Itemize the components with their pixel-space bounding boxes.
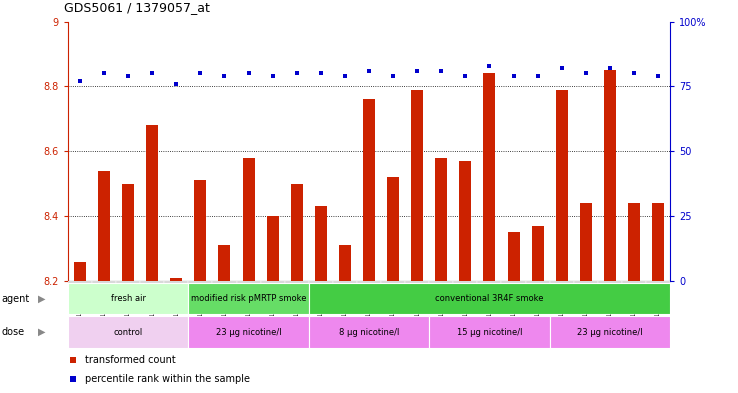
Bar <box>92 281 116 283</box>
Point <box>652 73 664 79</box>
Bar <box>459 161 472 281</box>
Text: 8 μg nicotine/l: 8 μg nicotine/l <box>339 328 399 336</box>
Bar <box>357 281 381 283</box>
Bar <box>483 73 495 281</box>
Point <box>556 65 568 72</box>
Bar <box>550 281 573 283</box>
Point <box>74 78 86 84</box>
Bar <box>477 281 502 283</box>
Point <box>411 68 423 74</box>
Bar <box>285 281 308 283</box>
Point <box>363 68 375 74</box>
Bar <box>291 184 303 281</box>
Bar <box>218 245 230 281</box>
Point <box>531 73 543 79</box>
Bar <box>411 90 423 281</box>
Text: transformed count: transformed count <box>85 354 176 365</box>
Bar <box>387 177 399 281</box>
Bar <box>170 278 182 281</box>
Bar <box>502 281 525 283</box>
Bar <box>531 226 544 281</box>
Text: 15 μg nicotine/l: 15 μg nicotine/l <box>457 328 523 336</box>
Bar <box>116 281 140 283</box>
Bar <box>525 281 550 283</box>
Point <box>315 70 327 77</box>
Point <box>339 73 351 79</box>
Bar <box>122 184 134 281</box>
Bar <box>188 283 308 314</box>
Point <box>435 68 447 74</box>
Bar <box>453 281 477 283</box>
Point <box>580 70 592 77</box>
Point <box>195 70 207 77</box>
Text: GDS5061 / 1379057_at: GDS5061 / 1379057_at <box>64 1 210 14</box>
Bar <box>333 281 357 283</box>
Bar <box>652 203 664 281</box>
Bar <box>339 245 351 281</box>
Bar <box>68 281 92 283</box>
Bar <box>194 180 207 281</box>
Bar <box>435 158 447 281</box>
Point <box>98 70 110 77</box>
Point <box>291 70 303 77</box>
Bar <box>213 281 236 283</box>
Bar <box>266 216 279 281</box>
Point <box>170 81 182 87</box>
Point <box>387 73 399 79</box>
Bar <box>580 203 592 281</box>
Text: fresh air: fresh air <box>111 294 145 303</box>
Point <box>218 73 230 79</box>
Text: dose: dose <box>1 327 24 337</box>
Bar <box>165 281 188 283</box>
Point <box>460 73 472 79</box>
Point <box>604 65 615 72</box>
Bar <box>188 281 213 283</box>
Bar <box>604 70 616 281</box>
Bar <box>622 281 646 283</box>
Bar <box>74 261 86 281</box>
Point <box>123 73 134 79</box>
Bar <box>628 203 640 281</box>
Point <box>266 73 278 79</box>
Bar <box>308 281 333 283</box>
Point <box>146 70 158 77</box>
Bar <box>315 206 327 281</box>
Bar <box>140 281 165 283</box>
Bar <box>261 281 285 283</box>
Text: 23 μg nicotine/l: 23 μg nicotine/l <box>215 328 281 336</box>
Text: 23 μg nicotine/l: 23 μg nicotine/l <box>577 328 643 336</box>
Text: control: control <box>114 328 142 336</box>
Bar <box>430 281 453 283</box>
Bar <box>405 281 430 283</box>
Bar <box>236 281 261 283</box>
Text: ▶: ▶ <box>38 327 46 337</box>
Text: ▶: ▶ <box>38 294 46 304</box>
Bar <box>188 316 308 348</box>
Bar <box>308 316 430 348</box>
Bar <box>573 281 598 283</box>
Bar <box>381 281 405 283</box>
Bar <box>68 316 188 348</box>
Point <box>483 62 495 69</box>
Text: agent: agent <box>1 294 30 304</box>
Point <box>243 70 255 77</box>
Bar <box>308 283 670 314</box>
Bar <box>550 316 670 348</box>
Text: conventional 3R4F smoke: conventional 3R4F smoke <box>435 294 544 303</box>
Bar <box>508 232 520 281</box>
Point <box>628 70 640 77</box>
Bar <box>68 283 188 314</box>
Bar <box>146 125 158 281</box>
Text: percentile rank within the sample: percentile rank within the sample <box>85 374 249 384</box>
Bar <box>363 99 375 281</box>
Bar <box>556 90 568 281</box>
Bar <box>598 281 622 283</box>
Point <box>508 73 520 79</box>
Text: modified risk pMRTP smoke: modified risk pMRTP smoke <box>191 294 306 303</box>
Bar <box>98 171 110 281</box>
Bar <box>243 158 255 281</box>
Bar <box>646 281 670 283</box>
Bar <box>430 316 550 348</box>
